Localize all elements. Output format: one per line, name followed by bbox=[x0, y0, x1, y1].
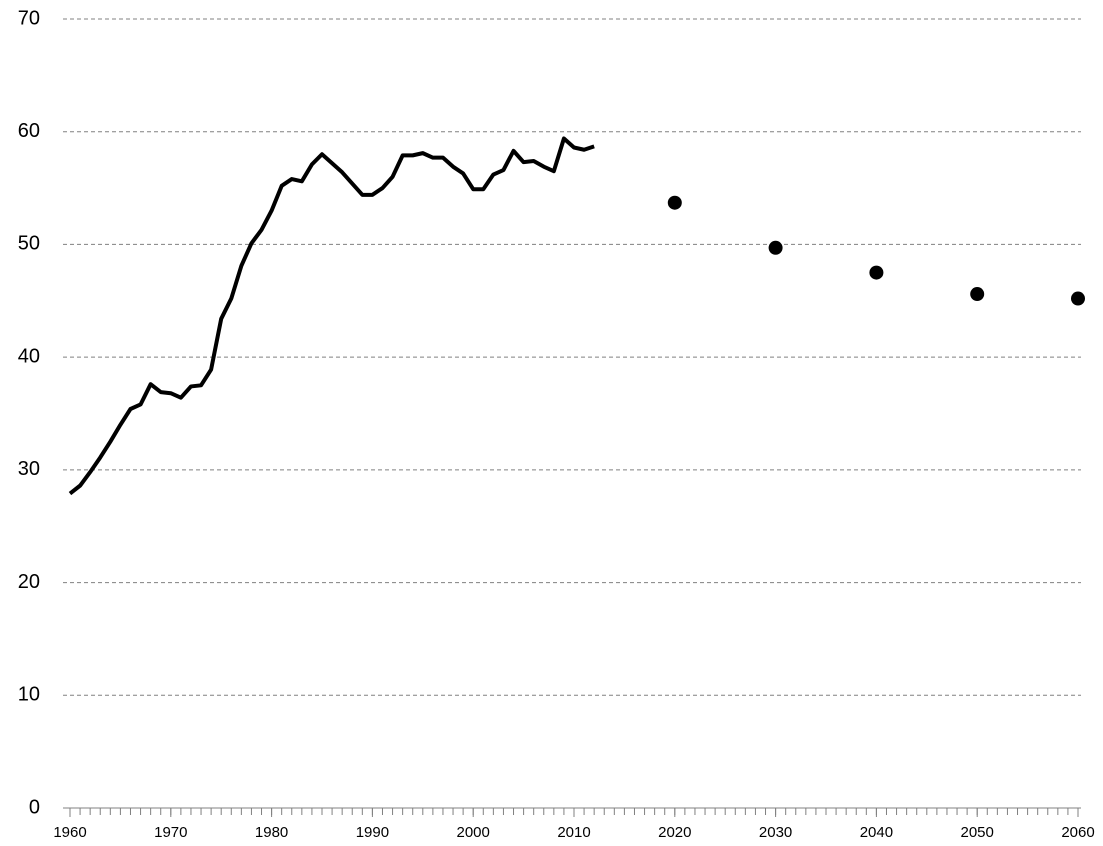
x-tick-label: 2050 bbox=[961, 824, 994, 841]
data-point bbox=[768, 240, 783, 255]
x-tick-label: 1970 bbox=[154, 824, 187, 841]
x-tick-label: 2030 bbox=[759, 824, 792, 841]
data-point bbox=[869, 265, 884, 280]
data-point bbox=[970, 287, 985, 302]
x-tick-label: 2040 bbox=[860, 824, 893, 841]
data-line bbox=[68, 136, 595, 496]
y-tick-label: 20 bbox=[18, 571, 40, 593]
data-point bbox=[1071, 291, 1085, 306]
y-tick-label: 40 bbox=[18, 345, 40, 367]
y-tick-label: 50 bbox=[18, 233, 40, 255]
y-tick-label: 0 bbox=[29, 796, 40, 818]
x-tick-label: 2060 bbox=[1061, 824, 1094, 841]
x-tick-label: 2020 bbox=[658, 824, 691, 841]
data-point bbox=[667, 195, 682, 210]
x-tick-label: 1990 bbox=[356, 824, 389, 841]
y-tick-label: 70 bbox=[18, 7, 40, 29]
y-tick-label: 60 bbox=[18, 120, 40, 142]
x-tick-label: 2010 bbox=[557, 824, 590, 841]
x-tick-label: 1960 bbox=[53, 824, 86, 841]
y-tick-label: 10 bbox=[18, 684, 40, 706]
x-tick-label: 2000 bbox=[457, 824, 490, 841]
x-tick-label: 1980 bbox=[255, 824, 288, 841]
y-tick-label: 30 bbox=[18, 458, 40, 480]
